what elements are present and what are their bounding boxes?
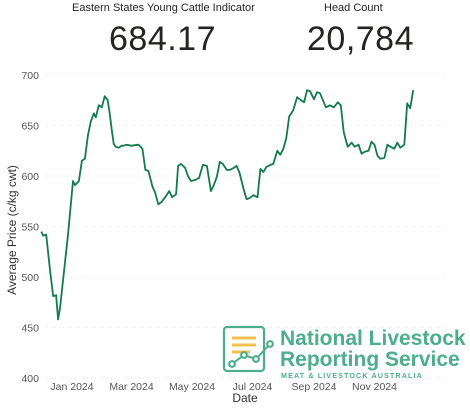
logo-line2: Reporting Service	[280, 348, 460, 371]
logo-tagline: MEAT & LIVESTOCK AUSTRALIA	[281, 371, 423, 380]
y-axis-ticks: 400 450 500 550 600 650 700	[21, 70, 39, 385]
head-count-value: 20,784	[307, 20, 414, 58]
x-axis-ticks: Jan 2024 Mar 2024 May 2024 Jul 2024 Sep 2024…	[50, 381, 397, 393]
x-tick-label: Mar 2024	[109, 381, 154, 393]
x-tick-label: Jul 2024	[233, 381, 273, 393]
y-tick-label: 450	[21, 323, 39, 335]
y-tick-label: 500	[21, 272, 39, 284]
x-axis-title: Date	[232, 391, 258, 405]
head-count-label: Head Count	[324, 2, 383, 14]
logo-line1: National Livestock	[280, 327, 466, 350]
indicator-value: 684.17	[109, 20, 216, 58]
report-chart-icon	[222, 325, 274, 373]
y-tick-label: 550	[21, 222, 39, 234]
indicator-label: Eastern States Young Cattle Indicator	[72, 2, 255, 14]
series-line	[40, 89, 415, 321]
x-tick-label: Jan 2024	[50, 381, 93, 393]
x-tick-label: Sep 2024	[292, 381, 337, 393]
y-tick-label: 600	[21, 171, 39, 183]
x-tick-label: Nov 2024	[352, 381, 397, 393]
y-axis-title: Average Price (c/kg cwt)	[5, 165, 19, 295]
nlrs-logo: National Livestock Reporting Service MEA…	[222, 325, 466, 380]
y-tick-label: 700	[21, 70, 39, 82]
y-tick-label: 650	[21, 121, 39, 133]
y-tick-label: 400	[21, 373, 39, 385]
x-tick-label: May 2024	[169, 381, 215, 393]
